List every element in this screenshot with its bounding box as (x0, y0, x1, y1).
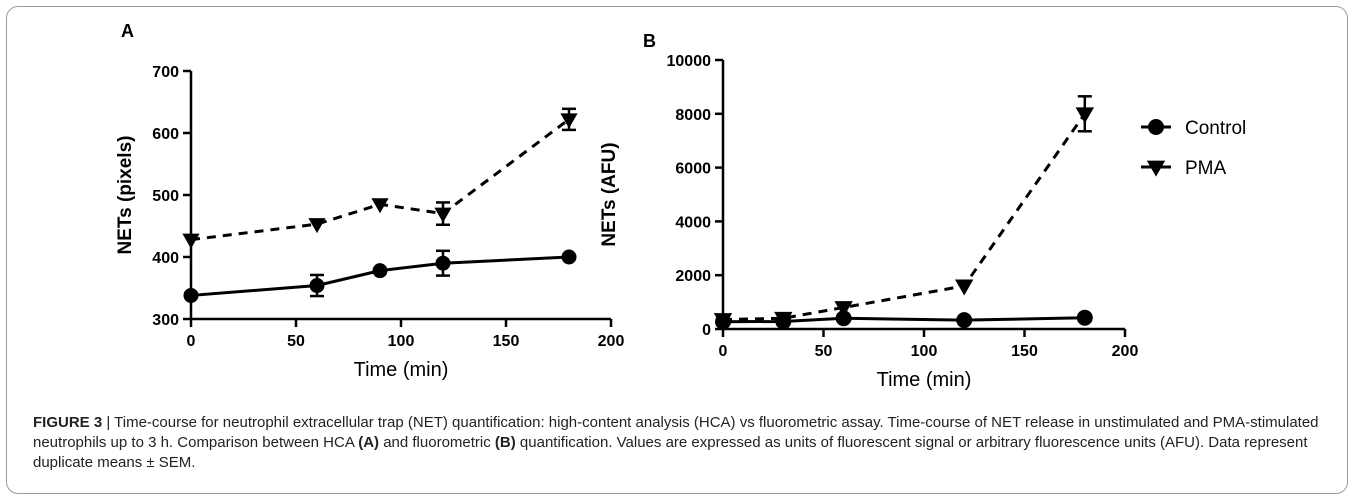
panel-b-series-control-point (956, 312, 973, 329)
panel-b-y-tick-label: 10000 (667, 53, 712, 70)
panel-b-series-pma-point (1075, 107, 1094, 124)
panel-b-x-tick-label: 100 (911, 343, 938, 360)
panel-b-x-tick-label: 0 (719, 343, 728, 360)
legend-control-label: Control (1185, 118, 1246, 139)
panel-b-y-tick-label: 4000 (675, 214, 711, 231)
panel-b-series-control-point (1076, 309, 1093, 326)
panel-b-y-tick-label: 8000 (675, 107, 711, 124)
panel-a-series-control-point (561, 249, 577, 265)
panel-a-series-control-point (435, 255, 451, 271)
panel-a-x-tick-label: 50 (287, 333, 305, 350)
panel-a-letter: A (121, 21, 134, 41)
legend-control-marker (1148, 119, 1164, 135)
panel-a-y-tick-label: 500 (152, 188, 179, 205)
legend-pma-label: PMA (1185, 158, 1227, 179)
panel-a-y-tick-label: 400 (152, 250, 179, 267)
panel-a-y-tick-label: 700 (152, 64, 179, 81)
panel-a-x-axis-label: Time (min) (354, 359, 449, 381)
panel-b-y-tick-label: 2000 (675, 268, 711, 285)
panel-a-series-pma-point (182, 233, 200, 249)
panel-b-series-control-point (835, 310, 852, 327)
panel-a-x-tick-label: 150 (493, 333, 520, 350)
panel-a-y-axis-label: NETs (pixels) (115, 136, 136, 255)
caption-text-1: Time-course for neutrophil extracellular… (33, 414, 1319, 451)
panel-b-series-pma-point (774, 311, 793, 328)
panel-b-x-tick-label: 50 (815, 343, 833, 360)
panel-b-x-tick-label: 150 (1011, 343, 1038, 360)
panel-a-series-pma-line (190, 118, 570, 242)
panel-a-y-tick-label: 600 (152, 126, 179, 143)
panel-a-x-tick-label: 100 (388, 333, 415, 350)
panel-a-series-control-point (372, 263, 388, 279)
panel-a-x-tick-label: 0 (187, 333, 196, 350)
caption-text-2: and fluorometric (379, 434, 495, 451)
panel-b-series-pma-point (713, 313, 733, 330)
panel-a-series-control-point (309, 278, 325, 294)
panel-a-y-tick-label: 300 (152, 312, 179, 329)
caption-ref-b: (B) (494, 434, 516, 451)
panel-b-series-pma-point (834, 301, 853, 318)
figure-caption: FIGURE 3 | Time-course for neutrophil ex… (33, 413, 1333, 473)
panel-a-series-pma-point (560, 113, 578, 129)
panel-b-series-pma-line (722, 112, 1087, 322)
panel-a-series-pma-point (371, 198, 389, 214)
panel-b-series-pma-point (955, 279, 974, 296)
figure-frame: A 300 400 500 600 700 0 50 100 150 200 Time (min) NE… (6, 6, 1348, 494)
panel-b-y-tick-label: 0 (702, 322, 711, 339)
panel-a-series-pma-point (434, 207, 452, 223)
caption-label: FIGURE 3 (33, 414, 103, 431)
panel-a-x-tick-label: 200 (598, 333, 625, 350)
panel-a-series-pma-point (308, 218, 326, 234)
legend-pma-marker (1146, 160, 1166, 177)
panel-b-y-axis-label: NETs (AFU) (599, 142, 620, 246)
panel-b-x-axis-label: Time (min) (877, 369, 972, 391)
caption-ref-a: (A) (358, 434, 380, 451)
panel-b-y-tick-label: 6000 (675, 161, 711, 178)
caption-separator: | (102, 414, 115, 431)
panel-b-letter: B (643, 31, 656, 51)
panel-a-series-control-point (183, 287, 199, 303)
panel-b-x-tick-label: 200 (1112, 343, 1139, 360)
caption-text-3: quantification. Values are expressed as … (33, 434, 1308, 471)
